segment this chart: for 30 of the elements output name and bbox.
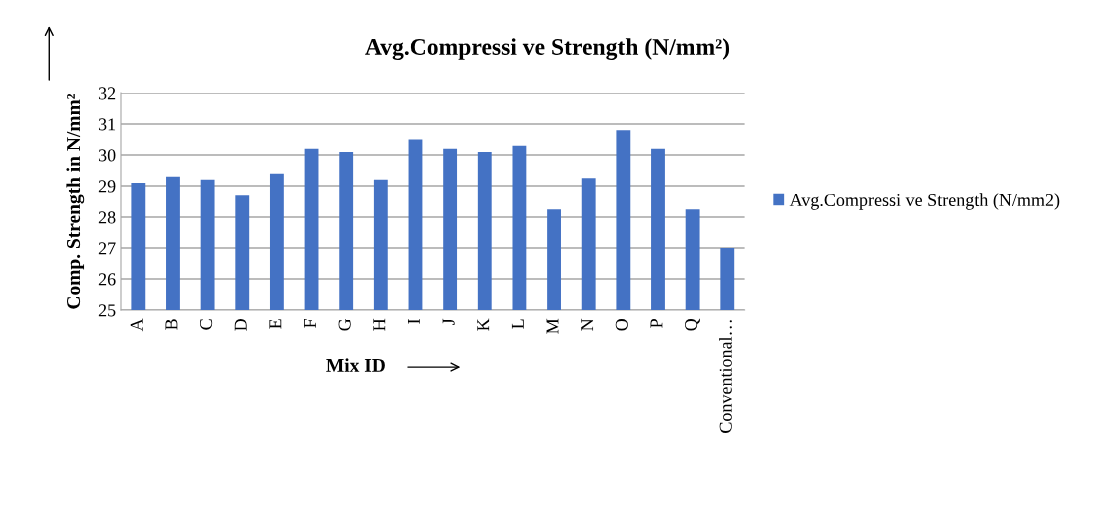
legend-label: Avg.Compressi ve Strength (N/mm2) [789,193,1060,210]
x-tick-label: E [269,319,282,329]
y-tick-label: 27 [98,242,116,255]
x-tick-label: D [234,319,247,331]
x-tick-label: I [407,318,420,324]
x-tick-label: Conventional… [719,320,732,433]
chart-title: Avg.Compressi ve Strength (N/mm²) [365,38,730,60]
y-axis-title: Comp. Strength in N/mm² [66,93,85,309]
x-tick-label: N [581,318,594,331]
x-tick-label: O [615,319,628,331]
x-tick-label: F [304,318,316,328]
x-tick-label: M [546,318,559,334]
x-tick-label: L [511,319,524,329]
x-tick-label: B [165,319,178,330]
x-tick-label: K [477,318,490,331]
x-tick-label: G [338,318,351,331]
y-tick-label: 28 [98,211,116,224]
x-tick-label: A [130,318,143,332]
y-tick-label: 29 [98,180,116,193]
y-tick-label: 25 [98,304,116,317]
x-tick-label: J [442,318,455,325]
x-axis-title: Mix ID [326,358,385,372]
y-tick-label: 30 [98,149,116,162]
x-tick-label: H [373,318,386,331]
x-tick-label: P [650,319,663,328]
x-tick-label: C [199,319,213,330]
y-tick-label: 32 [98,87,116,100]
x-tick-label: Q [685,318,700,331]
y-tick-label: 26 [98,273,116,286]
y-tick-label: 31 [98,118,116,131]
